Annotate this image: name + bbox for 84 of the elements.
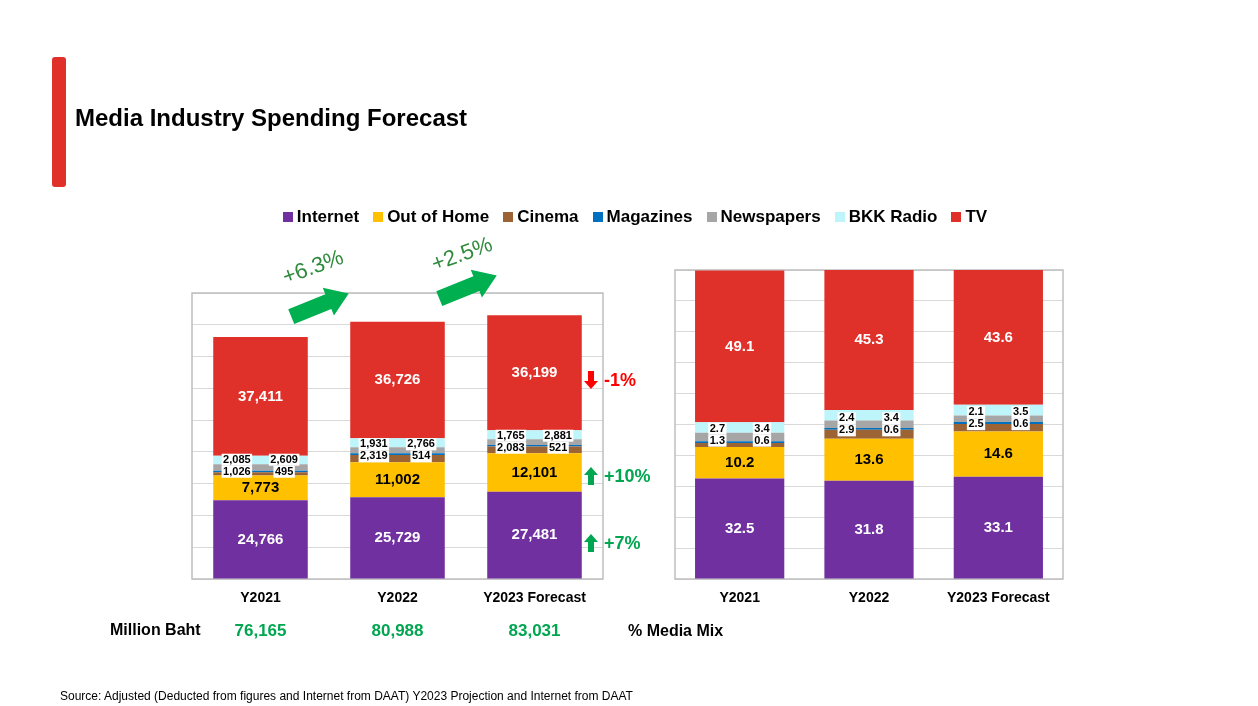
bar <box>350 321 445 439</box>
bar <box>487 491 582 579</box>
bar <box>487 453 582 492</box>
text: -1% <box>604 369 637 391</box>
data-label: 0.6 <box>883 423 899 436</box>
data-label: 0.6 <box>754 433 770 446</box>
data-label: 2,083 <box>497 440 525 453</box>
data-label: 24,766 <box>237 529 284 547</box>
data-label: 2.5 <box>968 417 984 430</box>
legend-label: Magazines <box>606 207 693 227</box>
data-label: 27,481 <box>511 525 558 543</box>
bar <box>695 478 785 579</box>
bar <box>350 462 445 498</box>
bar <box>824 270 914 410</box>
legend-label: Out of Home <box>387 207 490 227</box>
data-label: 36,199 <box>511 362 558 380</box>
data-label: 49.1 <box>725 336 755 354</box>
data-label: 1,931 <box>360 437 388 450</box>
x-tick-label: Y2021 <box>719 589 761 606</box>
data-label: 1.3 <box>709 433 726 446</box>
data-label: 43.6 <box>983 327 1013 345</box>
data-label: 3.4 <box>754 421 771 434</box>
data-label: 2.4 <box>839 411 856 424</box>
x-tick-label: Y2023 Forecast <box>483 589 587 606</box>
data-label: 45.3 <box>854 330 884 348</box>
chart-title: Media Industry Spending Forecast <box>75 104 468 132</box>
data-label: 11,002 <box>374 469 421 487</box>
total-label: 80,988 <box>371 620 424 640</box>
bar <box>824 438 914 481</box>
text: +10% <box>604 465 651 487</box>
total-label: 76,165 <box>234 620 287 640</box>
data-label: 3.5 <box>1012 405 1029 418</box>
data-label: 2.7 <box>709 421 726 434</box>
text: Million Baht <box>110 621 201 639</box>
text: +7% <box>604 532 641 554</box>
bar <box>350 497 445 579</box>
x-tick-label: Y2022 <box>848 589 890 606</box>
text: % Media Mix <box>628 622 724 640</box>
data-label: 1,026 <box>223 464 251 477</box>
data-label: 1,765 <box>497 428 525 441</box>
data-label: 2.9 <box>839 423 855 436</box>
data-label: 2,319 <box>360 449 388 462</box>
legend-label: Internet <box>296 207 360 227</box>
data-label: 2,881 <box>544 428 572 441</box>
data-label: 14.6 <box>983 444 1013 462</box>
data-label: 2.1 <box>968 405 984 418</box>
bar <box>695 270 785 423</box>
x-tick-label: Y2023 Forecast <box>946 589 1051 606</box>
data-label: 0.6 <box>1012 417 1029 430</box>
data-label: 36,726 <box>374 370 421 388</box>
x-tick-label: Y2021 <box>240 589 281 606</box>
source-note: Source: Adjusted (Deducted from figures and Internet from DAAT) Y2023 Projection and Internet from DAAT <box>60 689 633 703</box>
x-tick-label: Y2022 <box>377 589 418 606</box>
data-label: 31.8 <box>854 519 884 537</box>
legend-label: TV <box>965 207 988 227</box>
data-label: 514 <box>411 449 432 462</box>
bar <box>953 476 1043 579</box>
bar <box>213 336 308 456</box>
bar <box>213 500 308 579</box>
data-label: 33.1 <box>983 517 1013 535</box>
total-label: 83,031 <box>508 620 561 640</box>
bar <box>695 447 785 479</box>
data-label: 2,766 <box>407 437 435 450</box>
data-label: 2,085 <box>223 452 251 465</box>
data-label: 2,609 <box>270 452 298 465</box>
data-label: 12,101 <box>511 462 558 480</box>
bar <box>953 270 1043 405</box>
data-label: 32.5 <box>725 518 755 536</box>
data-label: 37,411 <box>237 386 284 404</box>
data-label: 13.6 <box>854 449 884 467</box>
text: +2.5% <box>427 231 497 277</box>
text: +6.3% <box>278 244 348 290</box>
data-label: 521 <box>548 440 568 453</box>
data-label: 3.4 <box>883 411 900 424</box>
data-label: 10.2 <box>725 452 755 470</box>
legend-label: BKK Radio <box>848 207 938 227</box>
data-label: 25,729 <box>374 528 421 546</box>
bar <box>487 315 582 431</box>
data-label: 495 <box>274 464 294 477</box>
data-label: 7,773 <box>241 478 280 496</box>
bar <box>824 480 914 579</box>
legend-label: Newspapers <box>720 207 821 227</box>
legend-label: Cinema <box>517 207 579 227</box>
bar <box>953 431 1043 477</box>
